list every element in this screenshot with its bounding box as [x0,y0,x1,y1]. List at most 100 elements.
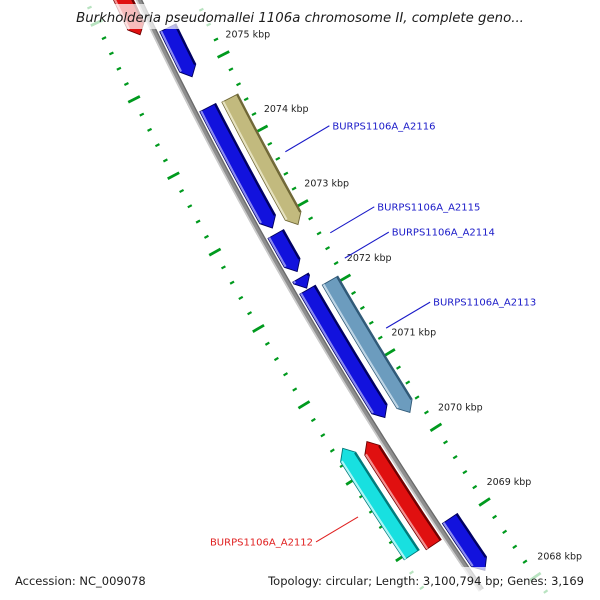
ruler-minor-tick [236,82,242,87]
ruler-major-tick [208,247,222,257]
gene-arrow-g3[interactable] [199,102,276,229]
gene-callout-line [285,125,330,153]
ruler-minor-tick [162,158,168,163]
ruler-minor-tick [320,433,326,438]
gene-arrow-shadow [281,229,300,260]
gene-arrow-shadow [236,94,301,213]
ruler-label: 2070 kbp [438,402,483,413]
ruler-major-tick [478,497,491,507]
gene-arrow-shadow [336,276,412,401]
gene-arrow-highlight [200,110,262,224]
ruler-minor-tick [213,37,219,42]
gene-label[interactable]: BURPS1106A_A2114 [392,228,495,239]
ruler-minor-tick [512,544,518,549]
ruler-label: 2075 kbp [225,29,270,40]
ruler-minor-tick [228,67,234,72]
gene-label[interactable]: BURPS1106A_A2115 [377,202,480,213]
ruler-minor-tick [423,410,429,415]
ruler-minor-tick [267,141,273,146]
ruler-minor-tick [229,280,235,285]
backbone-shadow [140,0,484,589]
ruler-minor-tick [377,335,383,340]
gene-arrow-highlight [293,280,297,284]
ruler-minor-tick [187,204,193,209]
gene-arrow-g10[interactable] [340,447,420,561]
gene-arrow-shadow [174,24,196,65]
gene-arrow-shadow [306,273,310,277]
ruler-minor-tick [243,97,249,102]
ruler-minor-tick [492,514,498,520]
ruler-minor-tick [264,341,270,346]
backbone-highlight [135,0,481,592]
ruler-minor-tick [283,171,289,176]
ruler-minor-tick [139,112,145,117]
gene-label[interactable]: BURPS1106A_A2113 [433,298,536,309]
gene-arrow-g5[interactable] [267,228,301,273]
title-overlay [55,4,543,29]
ruler-major-tick [297,400,311,410]
ruler-minor-tick [472,484,478,490]
gene-arrow-g7[interactable] [299,284,388,419]
gene-arrow-highlight [300,292,374,414]
gene-arrow-g11[interactable] [441,512,487,571]
ruler-major-tick [429,422,443,432]
gene-label[interactable]: BURPS1106A_A2116 [332,121,435,132]
ruler-label: 2072 kbp [347,253,392,264]
gene-arrow-highlight [442,522,474,567]
ruler-major-tick [252,323,265,333]
gene-callout-line [330,206,375,234]
ruler-major-tick [216,50,230,59]
gene-arrow-g6[interactable] [292,272,310,289]
ruler-minor-tick [333,261,339,266]
ruler-minor-tick [325,246,331,251]
ruler-minor-tick [275,156,281,161]
ruler-minor-tick [203,234,209,239]
ruler-minor-tick [368,320,374,325]
ruler-minor-tick [220,265,226,270]
gene-arrow-shadow [455,513,487,558]
gene-arrow-shadow [214,103,276,216]
ruler-minor-tick [116,66,122,71]
ruler-minor-tick [359,305,365,310]
ruler-minor-tick [238,295,244,300]
ruler-minor-tick [405,380,411,385]
ruler-minor-tick [443,440,448,445]
footer-overlay [0,567,600,594]
gene-arrow-shadow [354,452,419,551]
ruler-label: 2071 kbp [391,328,436,339]
ruler-label: 2069 kbp [487,477,532,488]
ruler-minor-tick [291,186,297,191]
backbone-line [135,0,484,592]
ruler-label: 2068 kbp [537,552,582,563]
stats-text: Topology: circular; Length: 3,100,794 bp… [267,574,584,588]
gene-arrow-highlight [268,237,287,268]
gene-arrow-g4[interactable] [221,93,302,226]
ruler-minor-tick [273,356,279,362]
ruler-minor-tick [452,455,458,460]
gene-arrow-g8[interactable] [321,275,413,413]
ruler-minor-tick [310,417,316,423]
ruler-minor-tick [247,311,253,316]
gene-arrow-highlight [364,453,429,550]
gene-arrow-shadow [378,445,441,541]
gene-arrow-highlight [322,283,400,409]
gene-arrow-g9[interactable] [364,441,442,551]
genome-map-arc: 2075 kbp 2074 kbp 2073 kbp 2072 kbp 2071 kbp… [86,0,582,594]
page-title: Burkholderia pseudomallei 1106a chromoso… [76,11,524,26]
ruler-major-tick [255,124,269,134]
ruler-major-tick [295,199,309,208]
ruler-minor-tick [123,82,129,86]
ruler-major-tick [127,95,141,104]
gene-label[interactable]: BURPS1106A_A2112 [210,537,313,548]
ruler-minor-tick [292,387,298,392]
ruler-label: 2073 kbp [304,178,349,189]
ruler-minor-tick [308,216,314,221]
gene-arrow-g2[interactable] [159,23,197,78]
gene-arrow-shadow [313,285,387,406]
ruler-minor-tick [147,127,153,132]
ruler-major-tick [338,273,352,283]
ruler-minor-tick [522,559,528,564]
gene-arrow-highlight [340,460,407,560]
